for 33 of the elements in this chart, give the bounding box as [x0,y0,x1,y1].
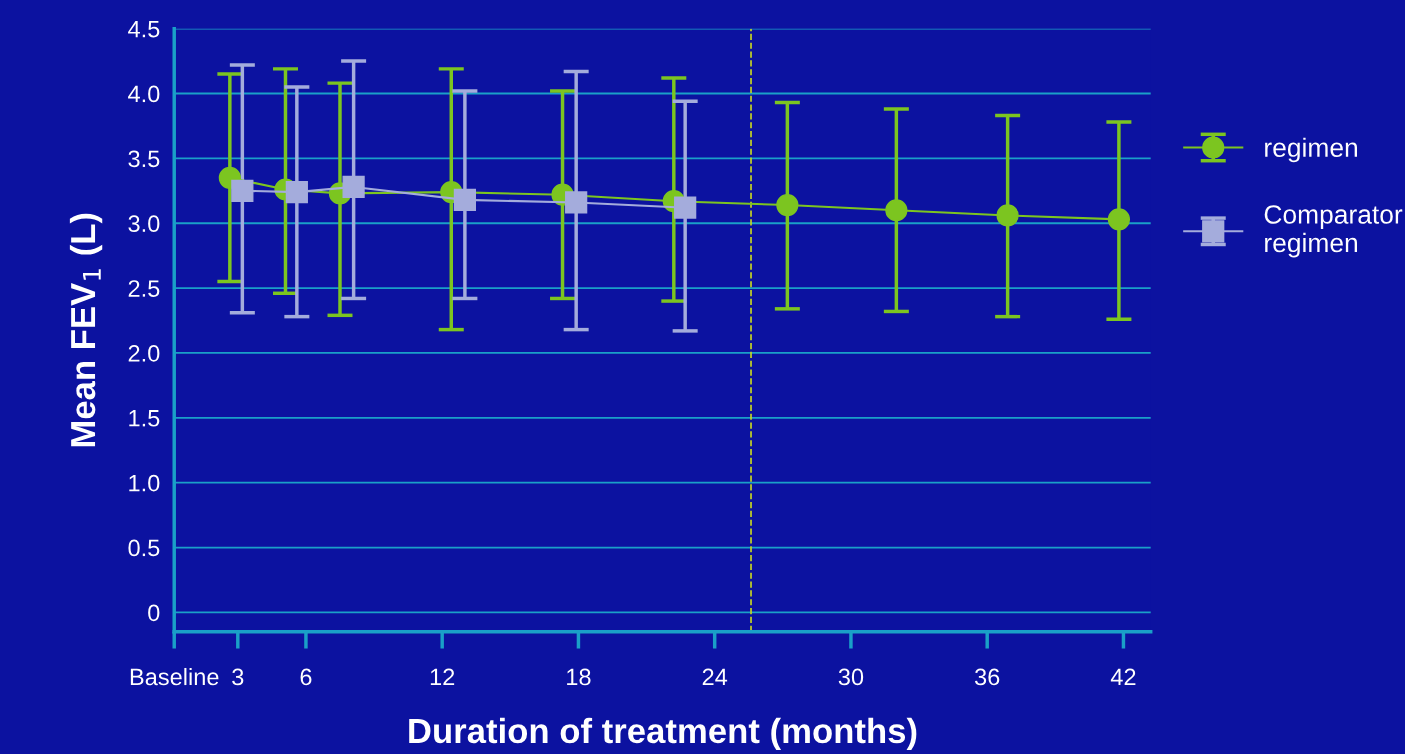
x-tick-label: Baseline [130,667,219,686]
x-tick-label: 36 [974,668,1000,686]
point [342,175,365,199]
y-tick-label: 2.0 [128,345,160,362]
x-axis-title: Duration of treatment (months) [409,717,917,751]
point [776,193,799,217]
y-tick-label: 4.0 [128,85,160,103]
y-tick-label: 0.5 [128,539,160,557]
x-tick-label: 3 [232,668,244,686]
y-tick-label: 3.5 [128,150,160,168]
point [565,191,588,214]
x-tick-label: 12 [430,668,455,686]
y-tick-label: 3.0 [128,215,160,233]
point [231,179,254,202]
legend-label: Comparator regimen [1264,205,1403,258]
legend-label: regimen [1265,137,1357,163]
point [885,199,908,222]
x-tick-label: 18 [567,668,591,686]
y-axis-title: Mean FEV$_{1}$ (L) [69,213,103,447]
point [285,180,308,204]
x-tick-label: 6 [300,668,312,686]
y-tick-label: 1.5 [129,410,160,427]
y-tick-label: 1.0 [129,474,160,492]
x-tick-label: 24 [702,668,728,686]
point [1107,208,1131,231]
y-tick-label: 2.5 [128,280,160,297]
x-tick-label: 30 [838,668,864,686]
point [674,196,697,219]
y-tick-label: 4.5 [128,20,160,38]
y-tick-label: 0 [148,604,160,622]
x-tick-label: 42 [1110,668,1136,686]
point [453,188,477,211]
point [996,204,1019,227]
